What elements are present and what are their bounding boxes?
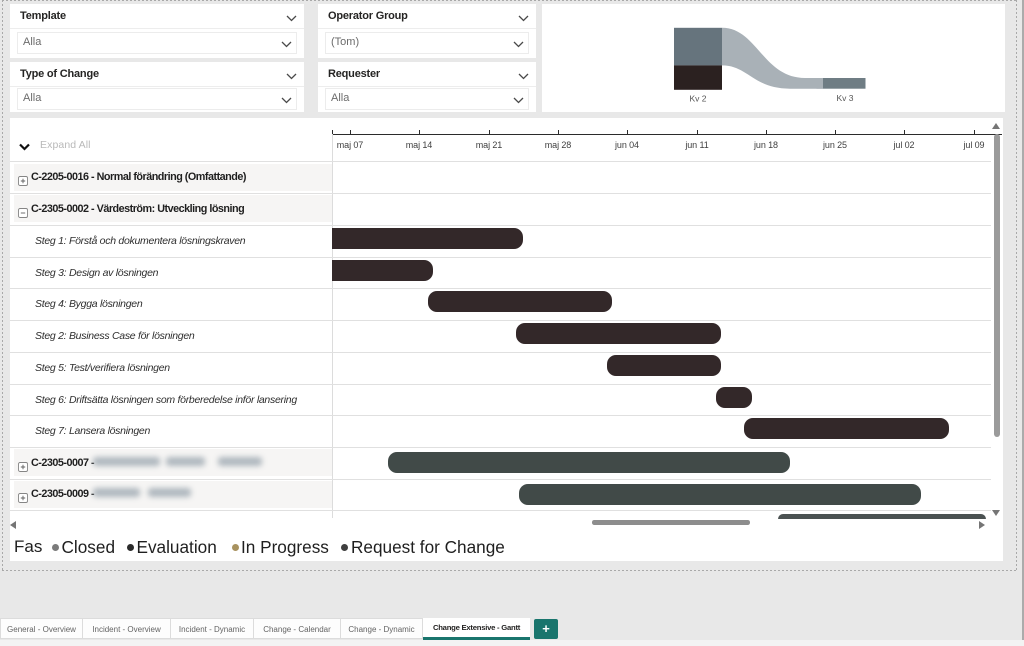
svg-text:Kv 3: Kv 3 xyxy=(836,93,853,103)
svg-text:Kv 2: Kv 2 xyxy=(689,94,706,104)
